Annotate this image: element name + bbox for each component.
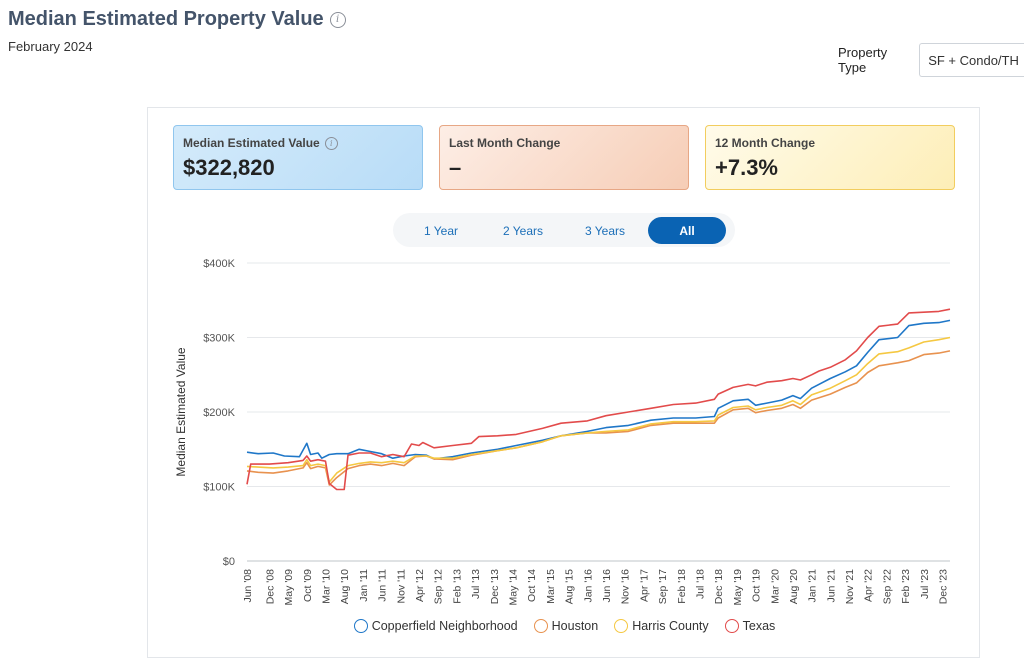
x-tick-label: Dec '18 (713, 569, 725, 604)
x-tick-label: Dec '08 (264, 569, 276, 604)
legend-item[interactable]: Texas (724, 619, 776, 633)
y-axis-label: Median Estimated Value (174, 347, 188, 477)
x-tick-label: Dec '23 (938, 569, 950, 604)
x-tick-label: Oct '19 (751, 569, 763, 602)
x-tick-label: Jun '16 (601, 569, 613, 603)
legend-swatch-icon (533, 619, 548, 633)
card-label: Median Estimated Value i (183, 136, 413, 150)
x-tick-label: Nov '11 (395, 569, 407, 604)
x-tick-label: Jun '08 (242, 569, 254, 603)
twelve-month-change-card: 12 Month Change +7.3% (705, 125, 955, 190)
x-tick-label: May '09 (283, 569, 295, 606)
legend-item[interactable]: Copperfield Neighborhood (353, 619, 518, 633)
x-tick-label: Sep '17 (657, 569, 669, 604)
x-tick-label: May '19 (732, 569, 744, 606)
median-value-card: Median Estimated Value i $322,820 (173, 125, 423, 190)
chart-legend: Copperfield Neighborhood Houston Harris Co… (148, 619, 981, 633)
x-tick-label: Jun '21 (825, 569, 837, 603)
legend-label: Texas (742, 619, 776, 633)
x-tick-label: Jul '23 (919, 569, 931, 599)
legend-item[interactable]: Houston (533, 619, 599, 633)
x-tick-label: Nov '16 (620, 569, 632, 604)
x-tick-label: Apr '12 (414, 569, 426, 602)
series-line-copperfield-neighborhood (246, 319, 951, 460)
x-tick-label: Aug '15 (564, 569, 576, 604)
series-line-texas (246, 308, 951, 491)
chart-panel: Median Estimated Value i $322,820 Last M… (147, 107, 980, 658)
x-tick-label: Aug '10 (339, 569, 351, 604)
x-tick-label: Oct '14 (526, 569, 538, 602)
x-tick-label: Jan '21 (807, 569, 819, 603)
x-tick-label: Apr '22 (863, 569, 875, 602)
x-tick-label: Feb '18 (676, 569, 688, 604)
x-tick-label: Dec '13 (489, 569, 501, 604)
x-tick-label: Mar '20 (769, 569, 781, 604)
y-tick-label: $300K (203, 333, 235, 345)
x-tick-label: Feb '23 (900, 569, 912, 604)
x-tick-label: Aug '20 (788, 569, 800, 604)
x-tick-label: Jul '13 (470, 569, 482, 599)
card-label-text: Median Estimated Value (183, 136, 320, 150)
page-title: Median Estimated Property Value i (8, 8, 346, 31)
range-button-3-years[interactable]: 3 Years (584, 223, 626, 238)
x-tick-label: Mar '10 (321, 569, 333, 604)
range-button-1-year[interactable]: 1 Year (423, 223, 459, 238)
date-subtitle: February 2024 (8, 39, 93, 54)
card-value: $322,820 (183, 155, 275, 180)
y-tick-label: $0 (223, 556, 235, 568)
range-button-2-years[interactable]: 2 Years (502, 223, 544, 238)
y-tick-label: $200K (203, 407, 235, 419)
x-tick-label: Jan '11 (358, 569, 370, 602)
last-month-change-card: Last Month Change – (439, 125, 689, 190)
info-icon[interactable]: i (324, 136, 338, 150)
legend-item[interactable]: Harris County (614, 619, 709, 633)
legend-label: Copperfield Neighborhood (371, 619, 518, 633)
legend-label: Houston (551, 619, 599, 633)
property-type-filter: Property Type SF + Condo/TH (838, 43, 1024, 77)
legend-swatch-icon (614, 619, 629, 633)
page-title-text: Median Estimated Property Value (8, 8, 324, 30)
x-tick-label: Jan '16 (582, 569, 594, 603)
x-tick-label: Sep '22 (881, 569, 893, 604)
line-chart: $0 $100K $200K $300K $400K Median Estimated V… (174, 258, 951, 606)
property-type-select[interactable]: SF + Condo/TH (919, 43, 1024, 77)
y-tick-label: $400K (203, 258, 235, 270)
x-tick-label: Sep '12 (433, 569, 445, 604)
legend-swatch-icon (724, 619, 739, 633)
series-line-harris-county (246, 336, 951, 483)
card-value: – (449, 155, 462, 180)
x-tick-label: May '14 (507, 569, 519, 606)
property-type-label: Property Type (838, 45, 888, 75)
card-label: Last Month Change (449, 136, 561, 150)
legend-label: Harris County (632, 619, 709, 633)
x-tick-label: Jun '11 (377, 569, 389, 602)
x-tick-label: Feb '13 (451, 569, 463, 604)
range-button-all[interactable]: All (648, 217, 726, 244)
y-tick-label: $100K (203, 482, 235, 494)
time-range-selector: 1 Year 2 Years 3 Years All (393, 213, 735, 247)
x-tick-label: Jul '18 (694, 569, 706, 599)
info-icon[interactable]: i (329, 11, 346, 28)
x-tick-label: Apr '17 (638, 569, 650, 602)
card-value: +7.3% (715, 155, 778, 180)
x-tick-label: Mar '15 (545, 569, 557, 604)
x-tick-label: Oct '09 (302, 569, 314, 602)
card-label: 12 Month Change (715, 136, 816, 150)
x-tick-label: Nov '21 (844, 569, 856, 604)
legend-swatch-icon (353, 619, 368, 633)
